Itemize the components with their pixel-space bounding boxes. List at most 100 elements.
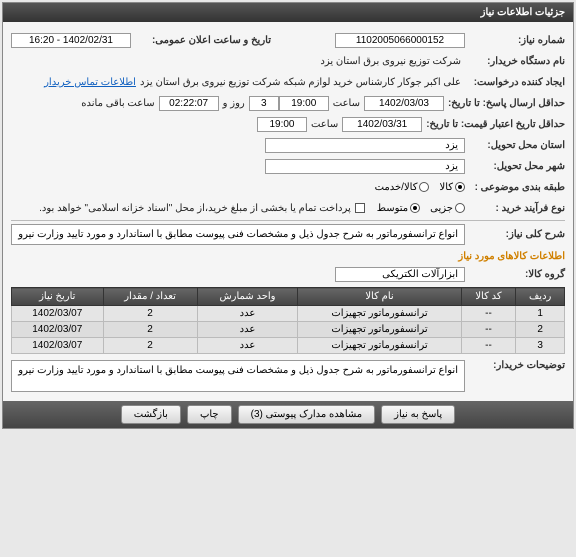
table-cell: ترانسفورماتور تجهیزات bbox=[298, 322, 461, 338]
row-org: نام دستگاه خریدار: شرکت توزیع نیروی برق … bbox=[11, 52, 565, 70]
city-label: شهر محل تحویل: bbox=[465, 161, 565, 172]
proc-type-radio-group: جزیی متوسط bbox=[377, 203, 465, 214]
table-cell: 2 bbox=[103, 322, 197, 338]
radio-goods-label: کالا bbox=[439, 182, 453, 193]
time-label-1: ساعت bbox=[329, 98, 364, 109]
deadline-label: حداقل ارسال پاسخ: تا تاریخ: bbox=[444, 98, 565, 109]
group-label: گروه کالا: bbox=[465, 269, 565, 280]
panel-title: جزئیات اطلاعات نیاز bbox=[3, 3, 573, 22]
th-qty: تعداد / مقدار bbox=[103, 288, 197, 306]
group-value: ابزارآلات الکتریکی bbox=[335, 267, 465, 282]
row-proc-type: نوع فرآیند خرید : جزیی متوسط پرداخت تمام… bbox=[11, 199, 565, 217]
back-button[interactable]: بازگشت bbox=[121, 405, 181, 424]
treasury-note: پرداخت تمام یا بخشی از مبلغ خرید،از محل … bbox=[35, 203, 355, 214]
row-requester: ایجاد کننده درخواست: علی اکبر جوکار کارش… bbox=[11, 73, 565, 91]
category-label: طبقه بندی موضوعی : bbox=[465, 182, 565, 193]
announce-date-value: 1402/02/31 - 16:20 bbox=[11, 33, 131, 48]
valid-date: 1402/03/31 bbox=[342, 117, 422, 132]
table-cell: 1402/03/07 bbox=[12, 306, 104, 322]
table-cell: -- bbox=[461, 322, 516, 338]
need-no-value: 1102005066000152 bbox=[335, 33, 465, 48]
row-desc: شرح کلی نیاز: انواع ترانسفورماتور به شرح… bbox=[11, 224, 565, 245]
table-cell: -- bbox=[461, 338, 516, 354]
print-button[interactable]: چاپ bbox=[187, 405, 232, 424]
row-buyer-note: توضیحات خریدار: انواع ترانسفورماتور به ش… bbox=[11, 360, 565, 392]
th-code: کد کالا bbox=[461, 288, 516, 306]
table-cell: عدد bbox=[197, 338, 298, 354]
table-header-row: ردیف کد کالا نام کالا واحد شمارش تعداد /… bbox=[12, 288, 565, 306]
radio-dot-icon bbox=[455, 203, 465, 213]
divider bbox=[11, 220, 565, 221]
table-row: 2--ترانسفورماتور تجهیزاتعدد21402/03/07 bbox=[12, 322, 565, 338]
radio-minor[interactable]: جزیی bbox=[430, 203, 465, 214]
table-cell: ترانسفورماتور تجهیزات bbox=[298, 338, 461, 354]
category-radio-group: کالا کالا/خدمت bbox=[375, 182, 465, 193]
days-value: 3 bbox=[249, 96, 279, 111]
need-no-label: شماره نیاز: bbox=[465, 35, 565, 46]
remain-label: ساعت باقی مانده bbox=[77, 98, 158, 109]
org-label: نام دستگاه خریدار: bbox=[465, 56, 565, 67]
row-group: گروه کالا: ابزارآلات الکتریکی bbox=[11, 265, 565, 283]
radio-minor-label: جزیی bbox=[430, 203, 453, 214]
radio-medium[interactable]: متوسط bbox=[377, 203, 420, 214]
buyer-note-label: توضیحات خریدار: bbox=[465, 360, 565, 371]
items-table: ردیف کد کالا نام کالا واحد شمارش تعداد /… bbox=[11, 287, 565, 354]
row-city: شهر محل تحویل: یزد bbox=[11, 157, 565, 175]
city-value: یزد bbox=[265, 159, 465, 174]
table-cell: 2 bbox=[103, 306, 197, 322]
announce-date-label: تاریخ و ساعت اعلان عمومی: bbox=[131, 35, 271, 46]
table-cell: عدد bbox=[197, 306, 298, 322]
panel-body: شماره نیاز: 1102005066000152 تاریخ و ساع… bbox=[3, 22, 573, 401]
table-cell: 1 bbox=[516, 306, 565, 322]
deadline-time: 19:00 bbox=[279, 96, 329, 111]
time-label-2: ساعت bbox=[307, 119, 342, 130]
table-cell: 3 bbox=[516, 338, 565, 354]
row-need-no: شماره نیاز: 1102005066000152 تاریخ و ساع… bbox=[11, 31, 565, 49]
radio-dot-icon bbox=[455, 182, 465, 192]
footer-toolbar: پاسخ به نیاز مشاهده مدارک پیوستی (3) چاپ… bbox=[3, 401, 573, 428]
deadline-date: 1402/03/03 bbox=[364, 96, 444, 111]
days-label: روز و bbox=[219, 98, 249, 109]
proc-type-label: نوع فرآیند خرید : bbox=[465, 203, 565, 214]
th-unit: واحد شمارش bbox=[197, 288, 298, 306]
valid-label: حداقل تاریخ اعتبار قیمت: تا تاریخ: bbox=[422, 119, 565, 130]
row-province: استان محل تحویل: یزد bbox=[11, 136, 565, 154]
row-valid: حداقل تاریخ اعتبار قیمت: تا تاریخ: 1402/… bbox=[11, 115, 565, 133]
th-row: ردیف bbox=[516, 288, 565, 306]
radio-service-label: کالا/خدمت bbox=[375, 182, 418, 193]
table-cell: -- bbox=[461, 306, 516, 322]
th-date: تاریخ نیاز bbox=[12, 288, 104, 306]
buyer-note-value: انواع ترانسفورماتور به شرح جدول ذیل و مش… bbox=[11, 360, 465, 392]
row-category: طبقه بندی موضوعی : کالا کالا/خدمت bbox=[11, 178, 565, 196]
radio-dot-icon bbox=[419, 182, 429, 192]
requester-label: ایجاد کننده درخواست: bbox=[465, 77, 565, 88]
radio-dot-icon bbox=[410, 203, 420, 213]
table-cell: 2 bbox=[516, 322, 565, 338]
th-name: نام کالا bbox=[298, 288, 461, 306]
valid-time: 19:00 bbox=[257, 117, 307, 132]
table-cell: ترانسفورماتور تجهیزات bbox=[298, 306, 461, 322]
treasury-checkbox[interactable] bbox=[355, 203, 365, 213]
table-cell: 1402/03/07 bbox=[12, 338, 104, 354]
table-cell: 1402/03/07 bbox=[12, 322, 104, 338]
province-label: استان محل تحویل: bbox=[465, 140, 565, 151]
table-row: 3--ترانسفورماتور تجهیزاتعدد21402/03/07 bbox=[12, 338, 565, 354]
radio-service[interactable]: کالا/خدمت bbox=[375, 182, 430, 193]
goods-section-title: اطلاعات کالاهای مورد نیاز bbox=[11, 251, 565, 262]
requester-value: علی اکبر جوکار کارشناس خرید لوازم شبکه ش… bbox=[136, 77, 465, 88]
attachments-button[interactable]: مشاهده مدارک پیوستی (3) bbox=[238, 405, 376, 424]
respond-button[interactable]: پاسخ به نیاز bbox=[381, 405, 455, 424]
desc-value: انواع ترانسفورماتور به شرح جدول ذیل و مش… bbox=[11, 224, 465, 245]
table-cell: عدد bbox=[197, 322, 298, 338]
need-details-panel: جزئیات اطلاعات نیاز شماره نیاز: 11020050… bbox=[2, 2, 574, 429]
province-value: یزد bbox=[265, 138, 465, 153]
org-value: شرکت توزیع نیروی برق استان یزد bbox=[316, 56, 465, 67]
row-deadline: حداقل ارسال پاسخ: تا تاریخ: 1402/03/03 س… bbox=[11, 94, 565, 112]
table-row: 1--ترانسفورماتور تجهیزاتعدد21402/03/07 bbox=[12, 306, 565, 322]
desc-label: شرح کلی نیاز: bbox=[465, 229, 565, 240]
remain-value: 02:22:07 bbox=[159, 96, 219, 111]
table-cell: 2 bbox=[103, 338, 197, 354]
radio-medium-label: متوسط bbox=[377, 203, 408, 214]
radio-goods[interactable]: کالا bbox=[439, 182, 465, 193]
contact-link[interactable]: اطلاعات تماس خریدار bbox=[44, 77, 136, 88]
